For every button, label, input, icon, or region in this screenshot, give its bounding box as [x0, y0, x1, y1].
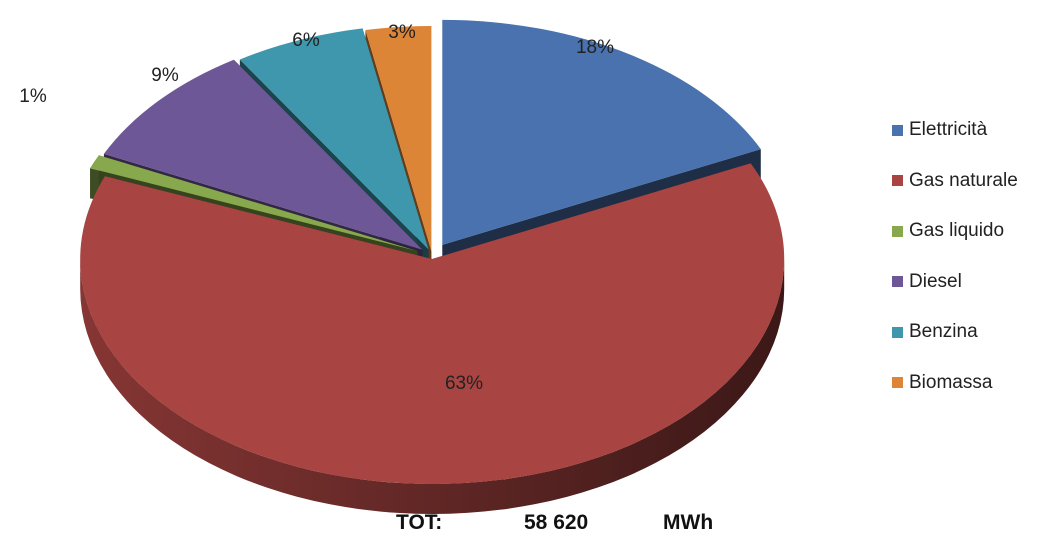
legend-item-gas-naturale: Gas naturale: [892, 156, 1057, 207]
legend-swatch: [892, 124, 903, 136]
legend: Elettricità Gas naturale Gas liquido Diesel…: [892, 105, 1057, 408]
data-label-diesel: 9%: [151, 65, 179, 86]
total-label: TOT:: [396, 511, 443, 534]
legend-swatch: [892, 326, 903, 338]
legend-item-benzina: Benzina: [892, 307, 1057, 358]
slice-gas-naturale-group: [80, 163, 785, 514]
legend-item-gas-liquido: Gas liquido: [892, 206, 1057, 257]
total-line: TOT: 58 620 MWh: [0, 511, 1057, 537]
slice-diesel: [103, 59, 423, 250]
data-label-elettricita: 18%: [576, 37, 614, 58]
legend-label: Benzina: [909, 321, 978, 343]
legend-label: Elettricità: [909, 119, 988, 141]
slice-benzina: [239, 28, 429, 250]
legend-swatch: [892, 276, 903, 288]
legend-swatch: [892, 377, 903, 389]
data-label-gas-naturale: 63%: [445, 373, 483, 394]
legend-item-diesel: Diesel: [892, 257, 1057, 308]
legend-swatch: [892, 175, 903, 187]
legend-item-biomassa: Biomassa: [892, 358, 1057, 409]
legend-label: Gas liquido: [909, 220, 1005, 242]
slice-elettricita: [442, 19, 761, 245]
total-unit: MWh: [663, 511, 714, 534]
data-label-biomassa: 3%: [388, 22, 416, 43]
legend-item-elettricita: Elettricità: [892, 105, 1057, 156]
data-label-benzina: 6%: [292, 30, 320, 51]
legend-label: Gas naturale: [909, 169, 1018, 191]
slice-gas-liquido: [90, 155, 418, 252]
data-label-gas-liquido: 1%: [19, 86, 47, 107]
total-value: 58 620: [524, 511, 589, 534]
legend-swatch: [892, 225, 903, 237]
legend-label: Diesel: [909, 270, 962, 292]
slice-gas-naturale: [80, 163, 785, 484]
legend-label: Biomassa: [909, 371, 993, 393]
slice-biomassa: [365, 26, 432, 252]
